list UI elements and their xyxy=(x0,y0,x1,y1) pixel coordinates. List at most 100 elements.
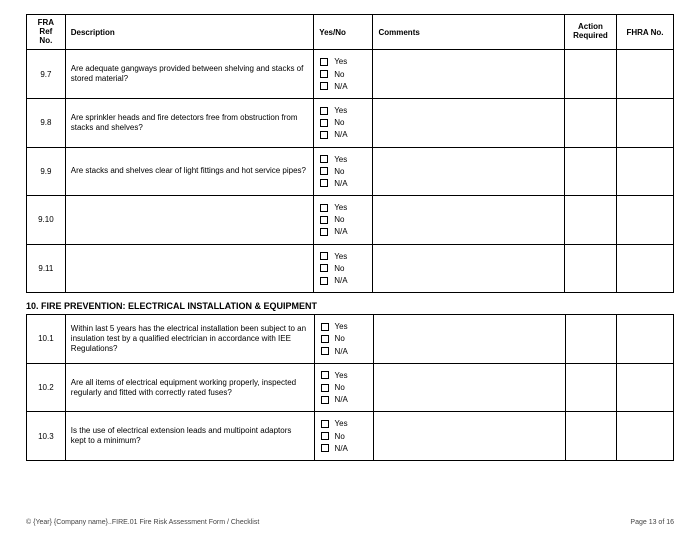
yesno-cell: YesNoN/A xyxy=(314,147,373,196)
checkbox-option-no: No xyxy=(320,69,366,80)
page-footer: © {Year} {Company name}..FIRE.01 Fire Ri… xyxy=(26,519,674,526)
fhra-cell[interactable] xyxy=(616,244,673,293)
description-cell: Are stacks and shelves clear of light fi… xyxy=(65,147,313,196)
comments-cell[interactable] xyxy=(373,412,565,461)
fhra-cell[interactable] xyxy=(616,363,673,412)
checkbox-yes[interactable] xyxy=(321,323,329,331)
checklist-table-section2: 10.1Within last 5 years has the electric… xyxy=(26,314,674,461)
checkbox-label-no: No xyxy=(335,431,345,442)
checkbox-yes[interactable] xyxy=(320,204,328,212)
section-title: 10. FIRE PREVENTION: ELECTRICAL INSTALLA… xyxy=(26,301,674,311)
checkbox-yes[interactable] xyxy=(320,58,328,66)
action-cell[interactable] xyxy=(565,315,616,364)
checkbox-yes[interactable] xyxy=(321,371,329,379)
checkbox-no[interactable] xyxy=(320,167,328,175)
checkbox-no[interactable] xyxy=(320,264,328,272)
checkbox-yes[interactable] xyxy=(320,107,328,115)
description-cell: Are adequate gangways provided between s… xyxy=(65,50,313,99)
checkbox-option-na: N/A xyxy=(320,178,366,189)
checkbox-label-na: N/A xyxy=(334,226,347,237)
checkbox-na[interactable] xyxy=(321,347,329,355)
checkbox-yes[interactable] xyxy=(320,252,328,260)
comments-cell[interactable] xyxy=(373,50,564,99)
yesno-cell: YesNo N/A xyxy=(314,315,373,364)
fhra-cell[interactable] xyxy=(616,147,673,196)
checkbox-yes[interactable] xyxy=(321,420,329,428)
action-cell[interactable] xyxy=(564,98,616,147)
action-cell[interactable] xyxy=(564,244,616,293)
checkbox-label-no: No xyxy=(334,263,344,274)
checkbox-option-na: N/A xyxy=(321,394,367,405)
table-row: 10.1Within last 5 years has the electric… xyxy=(27,315,674,364)
comments-cell[interactable] xyxy=(373,147,564,196)
checkbox-label-no: No xyxy=(334,214,344,225)
footer-left: © {Year} {Company name}..FIRE.01 Fire Ri… xyxy=(26,519,259,526)
description-cell xyxy=(65,196,313,245)
fhra-cell[interactable] xyxy=(616,50,673,99)
comments-cell[interactable] xyxy=(373,244,564,293)
checkbox-na[interactable] xyxy=(320,179,328,187)
description-cell: Are all items of electrical equipment wo… xyxy=(65,363,314,412)
checkbox-label-yes: Yes xyxy=(335,418,348,429)
checkbox-label-na: N/A xyxy=(335,346,348,357)
action-cell[interactable] xyxy=(564,196,616,245)
checkbox-na[interactable] xyxy=(320,277,328,285)
checkbox-label-na: N/A xyxy=(334,129,347,140)
checkbox-label-no: No xyxy=(334,69,344,80)
checkbox-na[interactable] xyxy=(320,228,328,236)
checkbox-na[interactable] xyxy=(321,396,329,404)
action-cell[interactable] xyxy=(564,50,616,99)
header-yesno: Yes/No xyxy=(314,15,373,50)
yesno-cell: YesNoN/A xyxy=(314,363,373,412)
checkbox-na[interactable] xyxy=(320,82,328,90)
yesno-cell: YesNoN/A xyxy=(314,50,373,99)
checkbox-label-na: N/A xyxy=(334,81,347,92)
checkbox-option-na: N/A xyxy=(321,346,367,357)
checkbox-na[interactable] xyxy=(320,131,328,139)
checkbox-no[interactable] xyxy=(321,432,329,440)
description-cell: Within last 5 years has the electrical i… xyxy=(65,315,314,364)
checkbox-label-yes: Yes xyxy=(335,321,348,332)
comments-cell[interactable] xyxy=(373,196,564,245)
checkbox-option-na: N/A xyxy=(320,226,366,237)
comments-cell[interactable] xyxy=(373,315,565,364)
table-row: 9.10 YesNoN/A xyxy=(27,196,674,245)
ref-cell: 9.8 xyxy=(27,98,66,147)
fhra-cell[interactable] xyxy=(616,315,673,364)
checkbox-option-yes: Yes xyxy=(320,154,366,165)
header-comments: Comments xyxy=(373,15,564,50)
header-action: Action Required xyxy=(564,15,616,50)
checkbox-option-no: No xyxy=(320,117,366,128)
fhra-cell[interactable] xyxy=(616,412,673,461)
table-row: 9.9Are stacks and shelves clear of light… xyxy=(27,147,674,196)
ref-cell: 10.1 xyxy=(27,315,66,364)
checkbox-no[interactable] xyxy=(321,384,329,392)
checkbox-yes[interactable] xyxy=(320,155,328,163)
table-row: 9.11YesNoN/A xyxy=(27,244,674,293)
yesno-cell: YesNoN/A xyxy=(314,412,373,461)
ref-cell: 10.3 xyxy=(27,412,66,461)
checkbox-no[interactable] xyxy=(320,70,328,78)
checkbox-option-no: No xyxy=(321,382,367,393)
action-cell[interactable] xyxy=(565,412,616,461)
checkbox-option-yes: Yes xyxy=(320,202,366,213)
description-cell: Are sprinkler heads and fire detectors f… xyxy=(65,98,313,147)
checkbox-na[interactable] xyxy=(321,444,329,452)
action-cell[interactable] xyxy=(564,147,616,196)
comments-cell[interactable] xyxy=(373,363,565,412)
checkbox-no[interactable] xyxy=(320,216,328,224)
ref-cell: 10.2 xyxy=(27,363,66,412)
fhra-cell[interactable] xyxy=(616,196,673,245)
ref-cell: 9.10 xyxy=(27,196,66,245)
action-cell[interactable] xyxy=(565,363,616,412)
checkbox-label-yes: Yes xyxy=(334,251,347,262)
checkbox-no[interactable] xyxy=(320,119,328,127)
checkbox-option-no: No xyxy=(321,333,367,344)
ref-cell: 9.11 xyxy=(27,244,66,293)
checkbox-no[interactable] xyxy=(321,335,329,343)
checkbox-option-no: No xyxy=(321,431,367,442)
checkbox-label-yes: Yes xyxy=(335,370,348,381)
fhra-cell[interactable] xyxy=(616,98,673,147)
comments-cell[interactable] xyxy=(373,98,564,147)
ref-cell: 9.9 xyxy=(27,147,66,196)
